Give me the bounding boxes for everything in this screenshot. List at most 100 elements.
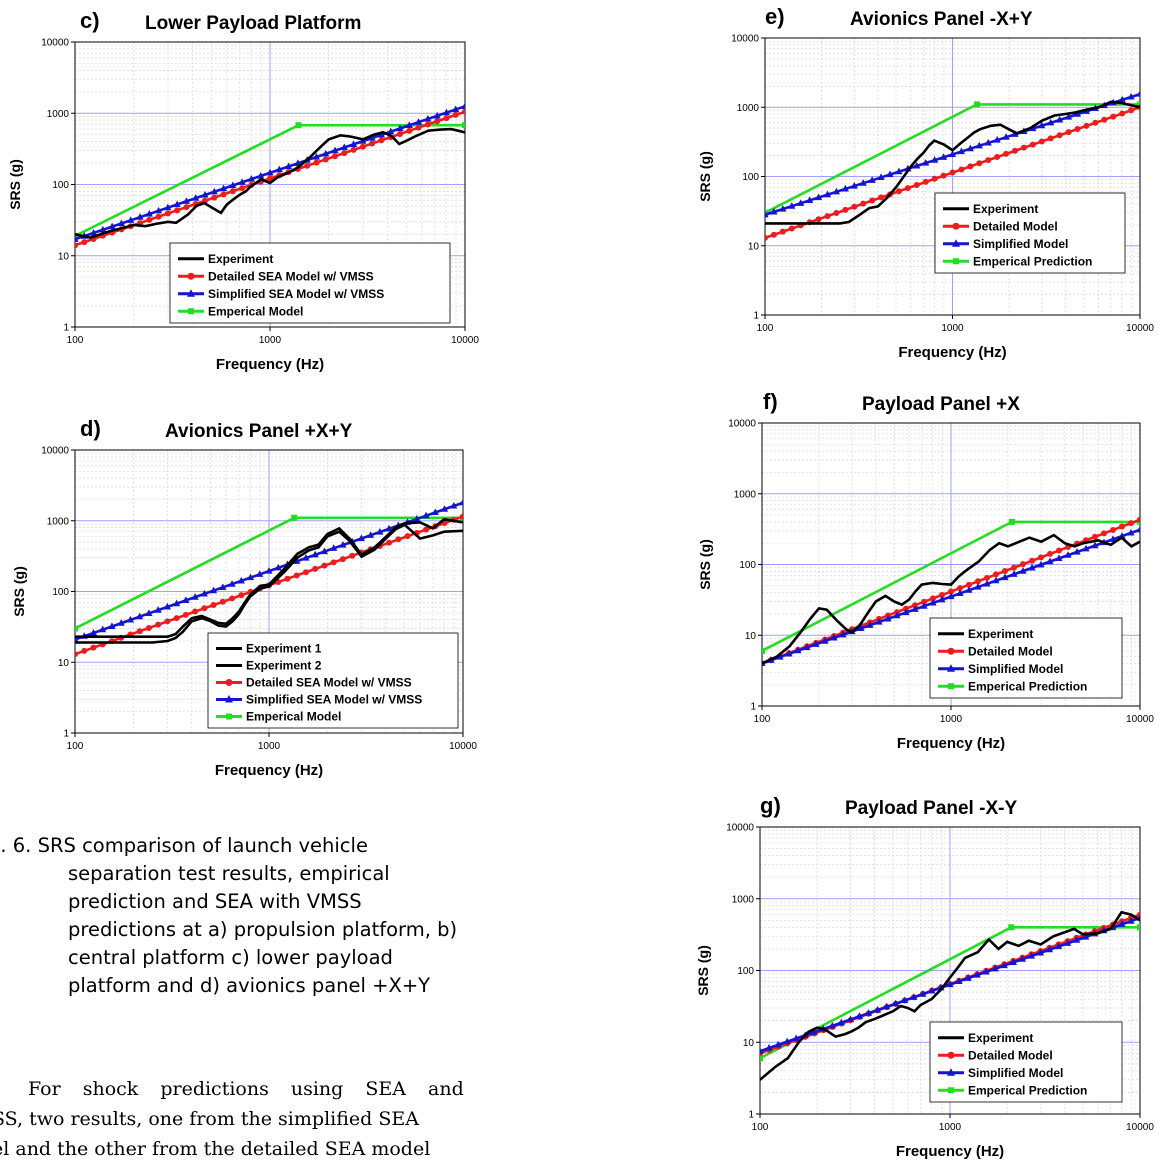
- series-point-empirical: [973, 101, 980, 108]
- series-point-simplified: [182, 596, 190, 603]
- legend-marker: [952, 222, 960, 230]
- series-point-simplified: [173, 200, 181, 208]
- series-point-simplified: [1047, 118, 1055, 126]
- series-point-simplified: [868, 176, 876, 183]
- y-axis-label: SRS (g): [697, 151, 713, 202]
- series-point-simplified: [792, 1034, 800, 1042]
- series-point-detailed: [1011, 564, 1017, 571]
- series-point-detailed: [321, 562, 328, 569]
- series-point-simplified: [377, 130, 386, 138]
- series-point-simplified: [983, 579, 991, 587]
- series-point-simplified: [413, 514, 421, 522]
- y-tick-label: 1000: [47, 516, 70, 527]
- series-point-detailed: [192, 608, 199, 615]
- series-point-detailed: [313, 159, 320, 166]
- series-point-simplified: [433, 111, 441, 119]
- legend-marker: [225, 695, 233, 703]
- series-point-simplified: [422, 511, 430, 519]
- series-point-simplified: [1109, 535, 1117, 542]
- series-point-detailed: [833, 209, 840, 216]
- series-point-detailed: [211, 194, 218, 201]
- series-line-experiment: [760, 910, 1140, 1081]
- legend-label: Experiment 1: [246, 642, 322, 656]
- x-tick-label: 100: [757, 323, 774, 334]
- series-point-simplified: [385, 524, 393, 532]
- series-point-detailed: [912, 602, 918, 609]
- series-point-empirical: [1008, 924, 1015, 931]
- x-tick-label: 1000: [259, 335, 282, 346]
- series-point-detailed: [386, 539, 393, 546]
- series-point-empirical: [760, 1055, 763, 1062]
- series-point-simplified: [219, 583, 227, 590]
- series-point-simplified: [1009, 958, 1017, 965]
- series-point-empirical: [1137, 924, 1140, 931]
- series-point-simplified: [1054, 942, 1063, 950]
- series-point-detailed: [976, 160, 983, 167]
- series-point-simplified: [331, 146, 339, 154]
- series-point-simplified: [1073, 936, 1081, 943]
- series-point-simplified: [1002, 133, 1010, 140]
- series-point-simplified: [247, 175, 256, 182]
- series-point-detailed: [860, 200, 867, 207]
- series-point-detailed: [1137, 516, 1140, 523]
- series-point-simplified: [452, 105, 460, 113]
- series-point-detailed: [842, 206, 849, 213]
- series-point-detailed: [1092, 119, 1099, 126]
- series-point-detailed: [229, 595, 236, 602]
- legend-label: Simplified SEA Model w/ VMSS: [208, 287, 384, 301]
- series-point-simplified: [850, 182, 858, 189]
- series-point-detailed: [949, 169, 956, 176]
- y-tick-label: 100: [742, 172, 759, 183]
- series-point-simplified: [965, 586, 973, 593]
- series-point-simplified: [1056, 115, 1064, 123]
- legend-marker: [953, 258, 959, 265]
- chart-panel-c: c) Lower Payload Platform 1 10 100 1000 10000 1…: [0, 0, 480, 385]
- series-point-simplified: [219, 184, 228, 192]
- legend-marker: [952, 239, 960, 247]
- series-point-detailed: [921, 598, 927, 605]
- chart-title: Avionics Panel -X+Y: [850, 9, 1033, 30]
- chart-title: Lower Payload Platform: [145, 13, 361, 34]
- series-point-empirical: [762, 647, 765, 654]
- series-point-detailed: [1083, 122, 1090, 129]
- x-tick-label: 10000: [1126, 714, 1154, 725]
- legend-marker: [947, 1051, 955, 1059]
- caption-line: prediction and SEA with VMSS: [68, 890, 362, 913]
- series-point-simplified: [229, 181, 237, 189]
- series-point-simplified: [200, 589, 208, 597]
- series-point-simplified: [947, 592, 955, 600]
- series-point-detailed: [173, 615, 180, 622]
- series-point-simplified: [902, 608, 910, 616]
- y-axis-label: SRS (g): [11, 566, 27, 617]
- series-point-simplified: [99, 625, 107, 633]
- x-tick-label: 10000: [1126, 1122, 1154, 1133]
- series-point-simplified: [228, 580, 236, 587]
- series-point-simplified: [984, 138, 992, 146]
- series-point-simplified: [1127, 917, 1135, 924]
- legend-label: Simplified SEA Model w/ VMSS: [246, 693, 422, 707]
- panel-label: d): [80, 416, 101, 441]
- series-point-detailed: [1047, 550, 1053, 557]
- series-point-detailed: [339, 556, 346, 563]
- series-point-empirical: [1008, 518, 1015, 525]
- legend-label: Simplified Model: [973, 237, 1068, 251]
- series-point-detailed: [90, 644, 97, 651]
- legend-label: Detailed Model: [973, 219, 1058, 233]
- y-tick-label: 10000: [41, 38, 69, 49]
- legend-label: Emperical Prediction: [973, 254, 1092, 268]
- series-point-simplified: [424, 115, 432, 122]
- series-point-simplified: [163, 602, 171, 610]
- series-point-detailed: [851, 203, 858, 210]
- series-point-simplified: [830, 633, 838, 641]
- series-point-detailed: [878, 194, 885, 201]
- series-point-simplified: [810, 1028, 818, 1035]
- x-tick-label: 10000: [449, 741, 477, 752]
- x-axis-label: Frequency (Hz): [898, 344, 1006, 361]
- series-point-simplified: [89, 228, 98, 236]
- series-point-simplified: [839, 630, 847, 638]
- series-point-detailed: [164, 618, 171, 625]
- series-point-simplified: [1001, 573, 1009, 581]
- series-point-simplified: [1027, 952, 1036, 959]
- legend-marker: [947, 647, 955, 655]
- chart-legend: Experiment Detailed Model Simplified Model…: [929, 1021, 1123, 1103]
